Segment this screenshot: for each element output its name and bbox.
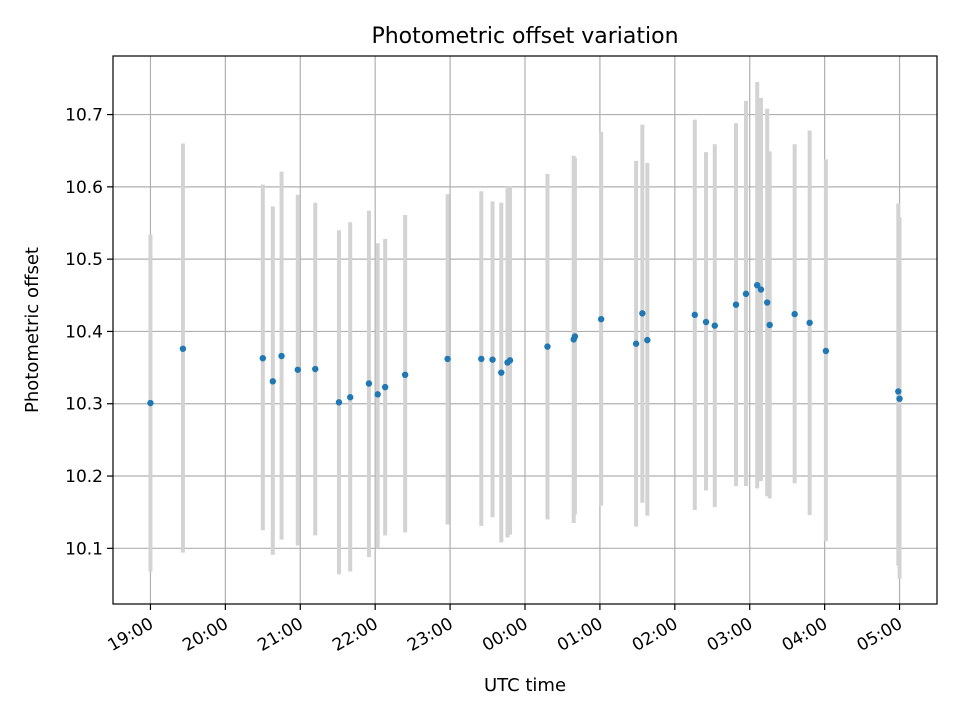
data-point — [822, 347, 830, 355]
data-point — [806, 319, 813, 326]
data-point — [147, 399, 154, 407]
data-point — [757, 286, 765, 293]
data-point — [478, 355, 485, 363]
data-point — [732, 301, 740, 308]
data-point — [702, 318, 710, 326]
data-point — [444, 355, 451, 363]
data-point — [347, 394, 354, 401]
y-tick-label: 10.2 — [65, 467, 103, 487]
data-point — [335, 399, 343, 406]
data-point — [896, 395, 903, 402]
data-point — [312, 365, 319, 373]
y-axis-ticks: 10.1 10.2 10.3 10.4 10.5 10.6 10.7 — [65, 106, 113, 559]
y-tick-label: 10.7 — [65, 106, 103, 126]
data-point — [895, 388, 902, 395]
data-point — [269, 378, 277, 385]
data-point — [506, 357, 514, 364]
y-axis-label: Photometric offset — [22, 247, 43, 413]
data-point — [571, 333, 579, 340]
data-point — [597, 315, 605, 323]
data-point — [179, 345, 187, 352]
data-point — [791, 310, 798, 318]
y-tick-label: 10.1 — [65, 539, 103, 559]
data-point — [381, 383, 389, 391]
x-axis-label: UTC time — [484, 675, 566, 696]
data-point — [754, 281, 761, 289]
data-point — [544, 343, 551, 350]
data-point — [644, 336, 651, 344]
data-point — [278, 352, 285, 360]
data-point — [691, 311, 698, 319]
data-point — [489, 356, 496, 363]
data-point — [365, 380, 373, 387]
data-point — [294, 366, 301, 373]
data-point — [401, 371, 409, 379]
chart-title: Photometric offset variation — [371, 24, 678, 49]
data-point — [711, 322, 718, 329]
y-tick-label: 10.6 — [65, 178, 103, 198]
data-point — [766, 321, 773, 329]
y-tick-label: 10.4 — [65, 322, 103, 342]
data-point — [742, 290, 750, 298]
data-point — [259, 354, 267, 362]
data-point — [639, 310, 646, 317]
y-tick-label: 10.3 — [65, 395, 103, 415]
y-tick-label: 10.5 — [65, 250, 103, 270]
data-point — [632, 340, 640, 347]
data-points — [147, 281, 903, 407]
data-point — [764, 299, 771, 306]
data-point — [374, 391, 381, 398]
data-point — [498, 369, 505, 376]
